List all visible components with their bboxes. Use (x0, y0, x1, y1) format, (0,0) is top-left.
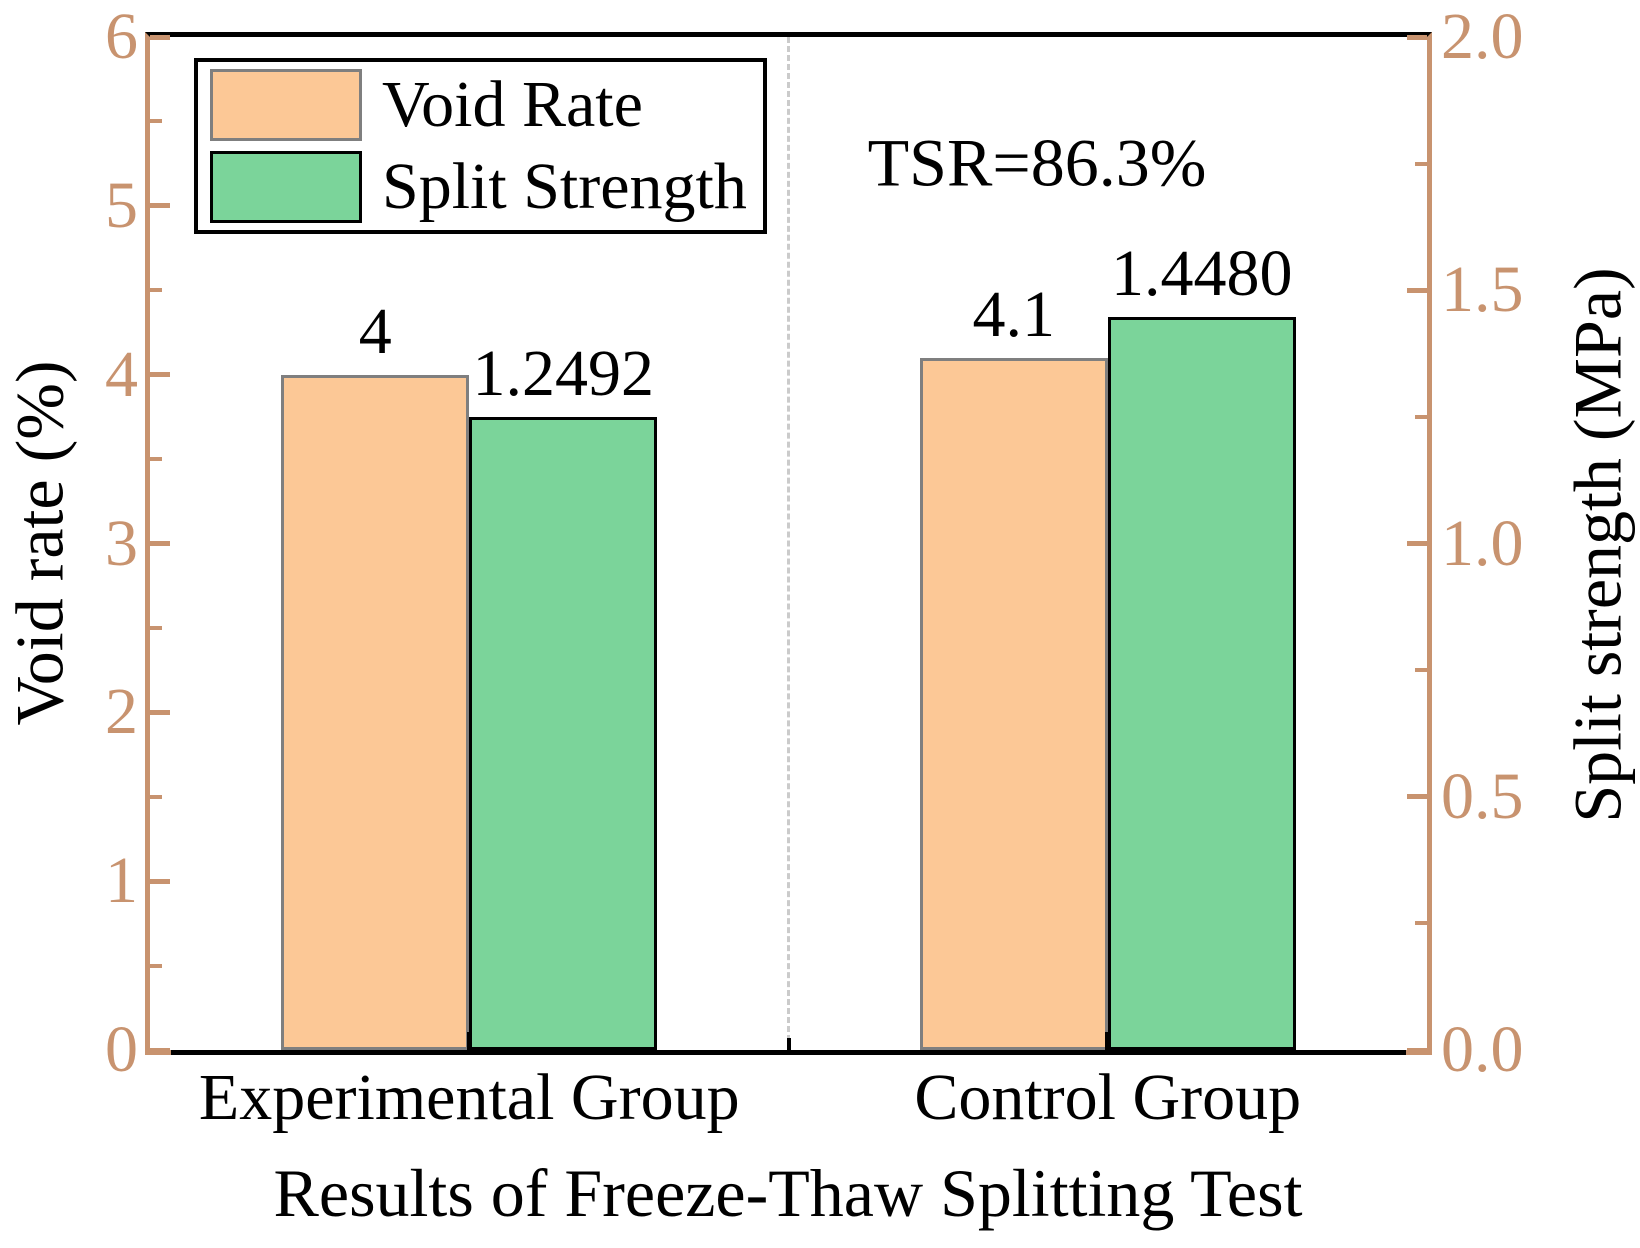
left-axis-tick-label: 6 (105, 0, 138, 73)
left-axis-major-tick (150, 709, 170, 715)
right-axis-major-tick (1407, 794, 1427, 800)
left-axis-major-tick (150, 372, 170, 378)
x-axis-category-label: Control Group (914, 1061, 1302, 1134)
right-axis-minor-tick (1415, 161, 1427, 166)
left-axis-minor-tick (150, 288, 162, 293)
tsr-annotation: TSR=86.3% (867, 124, 1207, 201)
legend-label-split-strength: Split Strength (382, 150, 747, 223)
left-axis-minor-tick (150, 625, 162, 630)
bar-value-label: 1.4480 (1111, 236, 1293, 310)
x-axis-minor-tick (786, 1038, 791, 1050)
left-axis-minor-tick (150, 119, 162, 124)
bar-value-label: 4.1 (972, 277, 1056, 351)
x-axis-major-tick (466, 1032, 472, 1050)
left-axis-tick-label: 3 (105, 506, 138, 580)
left-axis-minor-tick (150, 457, 162, 462)
x-axis-title: Results of Freeze-Thaw Splitting Test (273, 1155, 1303, 1231)
bar-value-label: 1.2492 (472, 337, 655, 411)
right-axis-corner (1406, 1050, 1432, 1055)
left-axis-minor-tick (150, 963, 162, 968)
left-axis-tick-label: 2 (105, 675, 138, 749)
right-axis-tick-label: 2.0 (1441, 0, 1524, 73)
legend-label-void-rate: Void Rate (382, 68, 643, 141)
left-axis-major-tick (150, 203, 170, 209)
void-rate-swatch (210, 69, 362, 141)
group-divider-dashed-line (787, 37, 790, 1050)
bar-void-rate (281, 374, 470, 1050)
left-axis-tick-label: 5 (105, 168, 138, 242)
bar-split-strength (1107, 316, 1296, 1050)
bar-split-strength (469, 417, 658, 1050)
left-axis-major-tick (150, 34, 170, 40)
bar-value-label: 4 (358, 294, 392, 368)
right-axis-minor-tick (1415, 921, 1427, 926)
left-axis-major-tick (150, 878, 170, 884)
right-axis-minor-tick (1415, 668, 1427, 673)
bar-void-rate (919, 357, 1108, 1050)
right-axis-major-tick (1407, 541, 1427, 546)
split-strength-swatch (210, 151, 362, 223)
right-axis-major-tick (1407, 287, 1427, 293)
left-axis-major-tick (150, 541, 170, 546)
left-axis-tick-label: 1 (105, 844, 138, 918)
left-axis-tick-label: 0 (105, 1013, 138, 1086)
x-axis-major-tick (1105, 1032, 1111, 1050)
x-axis-category-label: Experimental Group (198, 1061, 740, 1134)
right-axis-minor-tick (1415, 414, 1427, 419)
left-axis-corner (145, 1050, 171, 1055)
legend: Void Rate Split Strength (194, 58, 767, 234)
right-axis-tick-label: 1.0 (1441, 506, 1524, 580)
legend-item-void-rate: Void Rate (210, 69, 751, 141)
right-axis-tick-label: 1.5 (1441, 253, 1524, 327)
right-axis-tick-label: 0.5 (1441, 759, 1524, 833)
right-axis-major-tick (1407, 34, 1427, 40)
plot-area (145, 32, 1432, 1055)
left-axis-tick-label: 4 (105, 337, 138, 411)
left-axis-minor-tick (150, 794, 162, 799)
legend-item-split-strength: Split Strength (210, 151, 751, 223)
right-axis-tick-label: 0.0 (1441, 1013, 1524, 1086)
